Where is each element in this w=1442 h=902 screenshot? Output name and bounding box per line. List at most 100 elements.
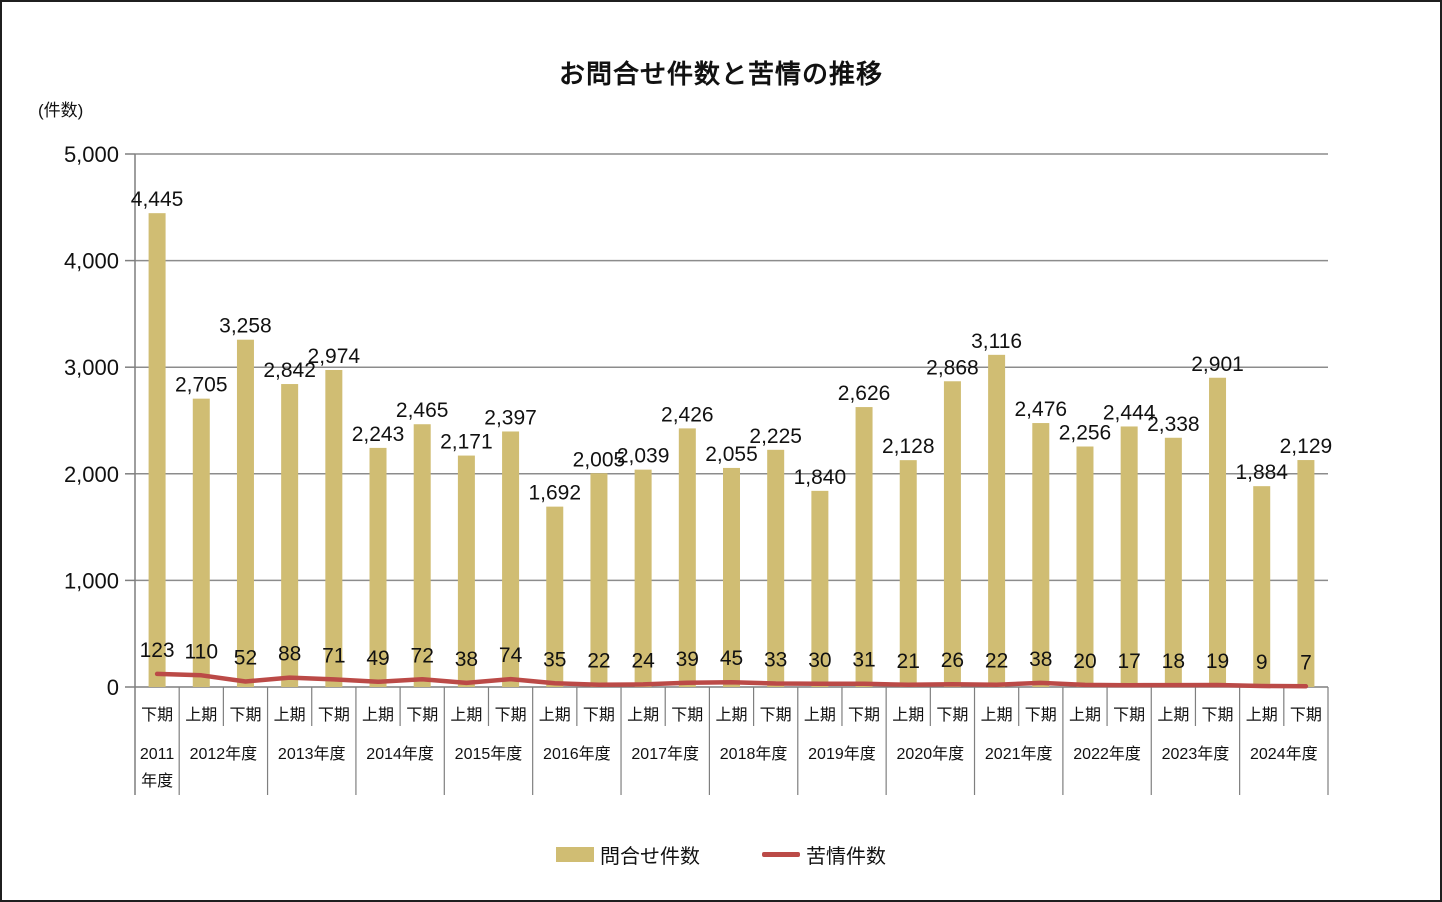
complaint-value-label: 26 bbox=[941, 649, 964, 672]
complaint-value-label: 7 bbox=[1300, 651, 1312, 674]
y-axis-tick-label: 2,000 bbox=[64, 462, 119, 487]
bar-inquiries bbox=[1032, 423, 1050, 687]
complaint-value-label: 123 bbox=[140, 639, 175, 662]
bar-inquiries bbox=[988, 354, 1006, 687]
bar-inquiries bbox=[1164, 437, 1182, 687]
bar-inquiries bbox=[811, 490, 829, 687]
x-axis-year-label: 2023年度 bbox=[1162, 745, 1230, 763]
x-axis-period-label: 下期 bbox=[848, 706, 880, 724]
legend-item-inquiries: 問合せ件数 bbox=[556, 840, 700, 869]
complaint-value-label: 39 bbox=[676, 648, 699, 671]
complaint-value-label: 17 bbox=[1117, 650, 1140, 673]
complaint-value-label: 110 bbox=[185, 640, 218, 663]
complaint-value-label: 38 bbox=[455, 648, 478, 671]
y-axis-tick-label: 3,000 bbox=[64, 355, 119, 380]
legend-line-label: 苦情件数 bbox=[806, 846, 886, 868]
complaint-value-label: 33 bbox=[764, 648, 787, 671]
complaint-value-label: 20 bbox=[1073, 650, 1096, 673]
bar-value-label: 1,692 bbox=[528, 482, 581, 505]
x-axis-year-label: 2013年度 bbox=[278, 745, 346, 763]
complaint-value-label: 38 bbox=[1029, 648, 1052, 671]
x-axis-year-label: 2018年度 bbox=[720, 745, 788, 763]
complaint-value-label: 19 bbox=[1206, 650, 1229, 673]
bar-inquiries bbox=[590, 473, 608, 687]
bar-inquiries bbox=[1297, 460, 1315, 687]
bar-value-label: 2,128 bbox=[882, 435, 935, 458]
bar-value-label: 2,974 bbox=[308, 345, 361, 368]
x-axis-year-label: 2011 年度 bbox=[140, 746, 175, 790]
y-axis-tick-label: 0 bbox=[107, 675, 119, 700]
complaint-value-label: 22 bbox=[587, 650, 610, 673]
complaint-value-label: 18 bbox=[1162, 650, 1185, 673]
x-axis-period-label: 下期 bbox=[495, 706, 527, 724]
complaint-value-label: 52 bbox=[234, 646, 257, 669]
y-axis-tick-label: 1,000 bbox=[64, 568, 119, 593]
complaint-value-label: 72 bbox=[411, 644, 434, 667]
chart-title: お問合せ件数と苦情の推移 bbox=[558, 59, 883, 89]
x-axis-year-label: 2019年度 bbox=[808, 745, 876, 763]
x-axis-period-label: 下期 bbox=[406, 706, 438, 724]
x-axis-period-label: 下期 bbox=[1202, 706, 1234, 724]
bar-inquiries bbox=[1120, 426, 1138, 687]
bar-inquiries bbox=[723, 467, 740, 687]
bar-inquiries bbox=[899, 460, 917, 687]
bar-value-label: 2,465 bbox=[396, 399, 449, 422]
legend: 問合せ件数 苦情件数 bbox=[2, 840, 1440, 869]
x-axis-period-label: 上期 bbox=[804, 706, 836, 724]
complaint-value-label: 24 bbox=[631, 649, 655, 672]
x-axis-period-label: 下期 bbox=[229, 706, 261, 724]
complaint-value-label: 22 bbox=[985, 650, 1008, 673]
bar-value-label: 1,884 bbox=[1235, 461, 1288, 484]
complaint-value-label: 21 bbox=[897, 650, 920, 673]
x-axis-period-label: 上期 bbox=[1157, 706, 1189, 724]
x-axis-period-label: 下期 bbox=[671, 706, 703, 724]
bar-inquiries bbox=[678, 428, 696, 687]
bar-inquiries bbox=[502, 431, 520, 687]
x-axis-period-label: 上期 bbox=[185, 706, 217, 724]
x-axis-period-label: 上期 bbox=[450, 706, 482, 724]
x-axis-period-label: 上期 bbox=[892, 706, 924, 724]
x-axis-period-label: 上期 bbox=[715, 706, 747, 724]
x-axis-year-label: 2020年度 bbox=[897, 745, 965, 763]
complaint-value-label: 9 bbox=[1256, 651, 1268, 674]
bar-inquiries bbox=[413, 424, 431, 687]
x-axis-period-label: 上期 bbox=[539, 706, 571, 724]
bar-value-label: 2,005 bbox=[573, 448, 626, 471]
bar-value-label: 3,258 bbox=[219, 315, 272, 338]
bar-value-label: 1,840 bbox=[794, 466, 847, 489]
bar-inquiries bbox=[281, 384, 299, 687]
x-axis-period-label: 上期 bbox=[627, 706, 659, 724]
complaint-value-label: 71 bbox=[322, 644, 345, 667]
bar-inquiries bbox=[325, 369, 343, 687]
bar-value-label: 2,842 bbox=[263, 359, 316, 382]
bar-inquiries bbox=[546, 506, 564, 687]
bar-inquiries bbox=[855, 407, 873, 687]
complaint-value-label: 49 bbox=[366, 647, 389, 670]
x-axis-period-label: 下期 bbox=[141, 706, 173, 724]
bar-value-label: 2,476 bbox=[1015, 398, 1068, 421]
bar-value-label: 2,901 bbox=[1191, 353, 1244, 376]
bar-inquiries bbox=[192, 398, 210, 687]
x-axis-year-label: 2015年度 bbox=[455, 745, 523, 763]
complaint-value-label: 30 bbox=[808, 649, 831, 672]
x-axis-year-label: 2012年度 bbox=[190, 745, 258, 763]
y-axis-unit-label: (件数) bbox=[38, 101, 84, 120]
bar-inquiries bbox=[1209, 377, 1227, 687]
complaints-line bbox=[154, 671, 1309, 689]
bar-inquiries bbox=[943, 381, 961, 687]
x-axis-year-label: 2022年度 bbox=[1073, 745, 1141, 763]
legend-bar-label: 問合せ件数 bbox=[600, 846, 700, 868]
x-axis-period-label: 上期 bbox=[362, 706, 394, 724]
x-axis-year-label: 2021年度 bbox=[985, 745, 1053, 763]
x-axis-period-label: 下期 bbox=[936, 706, 968, 724]
complaint-value-label: 31 bbox=[852, 649, 875, 672]
bar-value-label: 2,171 bbox=[440, 431, 493, 454]
bar-inquiries bbox=[1076, 446, 1094, 687]
x-axis-period-label: 上期 bbox=[1069, 706, 1101, 724]
bar-value-label: 2,129 bbox=[1280, 435, 1333, 458]
bar-inquiries bbox=[1253, 486, 1271, 687]
complaint-value-label: 74 bbox=[499, 644, 523, 667]
bar-inquiries bbox=[767, 449, 785, 687]
